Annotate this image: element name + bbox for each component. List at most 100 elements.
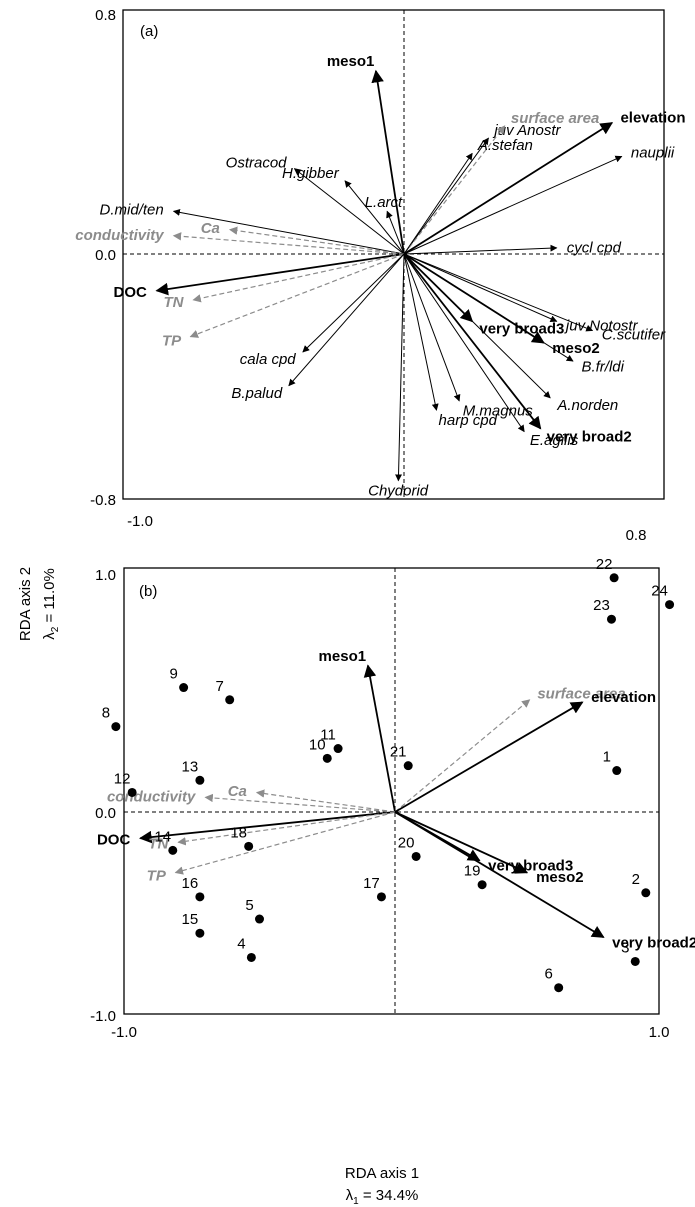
b-vector-ca xyxy=(255,789,396,813)
site-point-4 xyxy=(246,952,256,962)
site-label-8: 8 xyxy=(102,705,110,722)
a-vector-c-scutifer xyxy=(403,253,594,332)
panel-b-frame xyxy=(123,567,660,1015)
a-vector-chydorid xyxy=(395,253,405,482)
site-point-23 xyxy=(606,614,616,624)
panel-b-ytick-bottom: -1.0 xyxy=(90,1008,116,1025)
a-vector-cala-cpd xyxy=(302,253,405,353)
a-vector-label-b-fr-ldi: B.fr/ldi xyxy=(581,359,624,376)
site-label-5: 5 xyxy=(245,897,253,914)
a-vector-label-tn: TN xyxy=(163,294,184,311)
b-vector-label-meso1: meso1 xyxy=(319,648,367,665)
a-vector-label-a-norden: A.norden xyxy=(556,397,618,414)
site-label-21: 21 xyxy=(390,744,407,761)
a-vector-label-cala-cpd: cala cpd xyxy=(240,351,297,368)
a-vector-doc xyxy=(155,253,405,296)
site-point-1 xyxy=(612,766,622,776)
a-vector-label-cycl-cpd: cycl cpd xyxy=(567,240,622,257)
a-vector-label-e-agilis: E.agilis xyxy=(530,432,579,449)
site-point-16 xyxy=(195,892,205,902)
panel-a-ytick-bottom: -0.8 xyxy=(90,492,116,509)
panel-b: (b) 1.0 0.0 -1.0 -1.0 1.0 meso1 surface a… xyxy=(90,556,695,1041)
a-vector-very-broad2 xyxy=(403,253,542,430)
site-point-21 xyxy=(403,761,413,771)
panel-a-ytick-mid: 0.0 xyxy=(95,247,116,264)
a-vector-label-chydorid: Chydorid xyxy=(368,483,429,500)
b-vector-label-very-broad2: very broad2 xyxy=(612,934,695,951)
y-axis-title: RDA axis 2 xyxy=(17,567,34,641)
a-vector-ostracod xyxy=(293,168,405,255)
b-vector-label-doc: DOC xyxy=(97,831,131,848)
y-axis-title-group: RDA axis 2 λ2 = 11.0% xyxy=(17,567,61,641)
b-vector-label-very-broad3: very broad3 xyxy=(488,857,573,874)
a-vector-label-tp: TP xyxy=(162,332,182,349)
a-vector-label-h-gibber: H.gibber xyxy=(282,165,340,182)
panel-a-xtick-left: -1.0 xyxy=(127,513,153,530)
a-vector-label-elevation: elevation xyxy=(620,110,685,127)
b-vector-elevation xyxy=(394,701,584,813)
panel-a-label: (a) xyxy=(140,23,158,40)
a-vector-nauplii xyxy=(403,155,623,255)
panel-b-xtick-right: 1.0 xyxy=(649,1024,670,1041)
a-vector-label-meso1: meso1 xyxy=(327,53,375,70)
a-vector-label-c-scutifer: C.scutifer xyxy=(602,326,666,343)
site-point-2 xyxy=(641,888,651,898)
a-vector-surface-area xyxy=(403,125,506,255)
panel-b-ytick-top: 1.0 xyxy=(95,567,116,584)
a-vector-l-arct xyxy=(386,210,405,255)
a-vector-a-stefan xyxy=(403,152,473,255)
site-label-4: 4 xyxy=(237,935,245,952)
a-vector-label-nauplii: nauplii xyxy=(631,144,675,161)
a-vector-m-magnus xyxy=(403,253,461,402)
a-vector-ca xyxy=(228,226,405,255)
site-point-11 xyxy=(333,744,343,754)
x-axis-eigenvalue: λ1 = 34.4% xyxy=(346,1187,419,1207)
site-label-7: 7 xyxy=(216,678,224,695)
site-point-15 xyxy=(195,928,205,938)
site-label-1: 1 xyxy=(603,749,611,766)
site-point-13 xyxy=(195,775,205,785)
site-label-16: 16 xyxy=(182,875,199,892)
a-vector-cycl-cpd xyxy=(403,244,558,255)
panel-a-xtick-right: 0.8 xyxy=(626,527,647,544)
a-vector-label-meso2: meso2 xyxy=(552,340,600,357)
site-point-8 xyxy=(111,722,121,732)
a-vector-label-m-magnus: M.magnus xyxy=(463,402,534,419)
site-label-9: 9 xyxy=(169,666,177,683)
panel-b-xtick-left: -1.0 xyxy=(111,1024,137,1041)
panel-a: (a) 0.8 0.0 -0.8 -1.0 0.8 meso1 juv Anost… xyxy=(75,7,685,544)
a-vector-label-very-broad2: very broad2 xyxy=(547,428,632,445)
x-eigen-prefix: λ xyxy=(346,1187,354,1204)
y-axis-eigenvalue: λ2 = 11.0% xyxy=(41,568,61,640)
a-vector-label-conductivity: conductivity xyxy=(75,227,164,244)
site-label-18: 18 xyxy=(230,824,247,841)
b-vector-label-tn: TN xyxy=(148,836,169,853)
a-vector-d-mid-ten xyxy=(172,209,405,255)
site-point-12 xyxy=(127,787,137,797)
b-vector-surface-area xyxy=(394,699,531,813)
x-eigen-sub: 1 xyxy=(353,1196,359,1207)
a-vector-tp xyxy=(189,253,405,338)
site-label-2: 2 xyxy=(632,871,640,888)
a-vector-b-fr-ldi xyxy=(403,253,574,362)
a-vector-label-doc: DOC xyxy=(113,284,147,301)
b-vector-label-conductivity: conductivity xyxy=(107,789,196,806)
site-label-11: 11 xyxy=(320,727,336,744)
a-vector-label-ca: Ca xyxy=(201,220,220,237)
site-label-15: 15 xyxy=(182,911,199,928)
b-vector-tp xyxy=(174,811,396,875)
a-vector-harp-cpd xyxy=(403,253,439,411)
a-vector-label-surface-area: surface area xyxy=(511,110,599,127)
site-point-9 xyxy=(179,683,189,693)
b-vector-label-meso2: meso2 xyxy=(536,869,584,886)
site-label-13: 13 xyxy=(182,758,199,775)
site-label-19: 19 xyxy=(464,863,481,880)
a-vector-label-l-arct: L.arct xyxy=(365,194,403,211)
a-vector-juv-anostr xyxy=(403,137,489,255)
a-vector-b-palud xyxy=(288,253,405,387)
a-vector-a-norden xyxy=(403,253,551,399)
a-vector-h-gibber xyxy=(344,180,405,255)
